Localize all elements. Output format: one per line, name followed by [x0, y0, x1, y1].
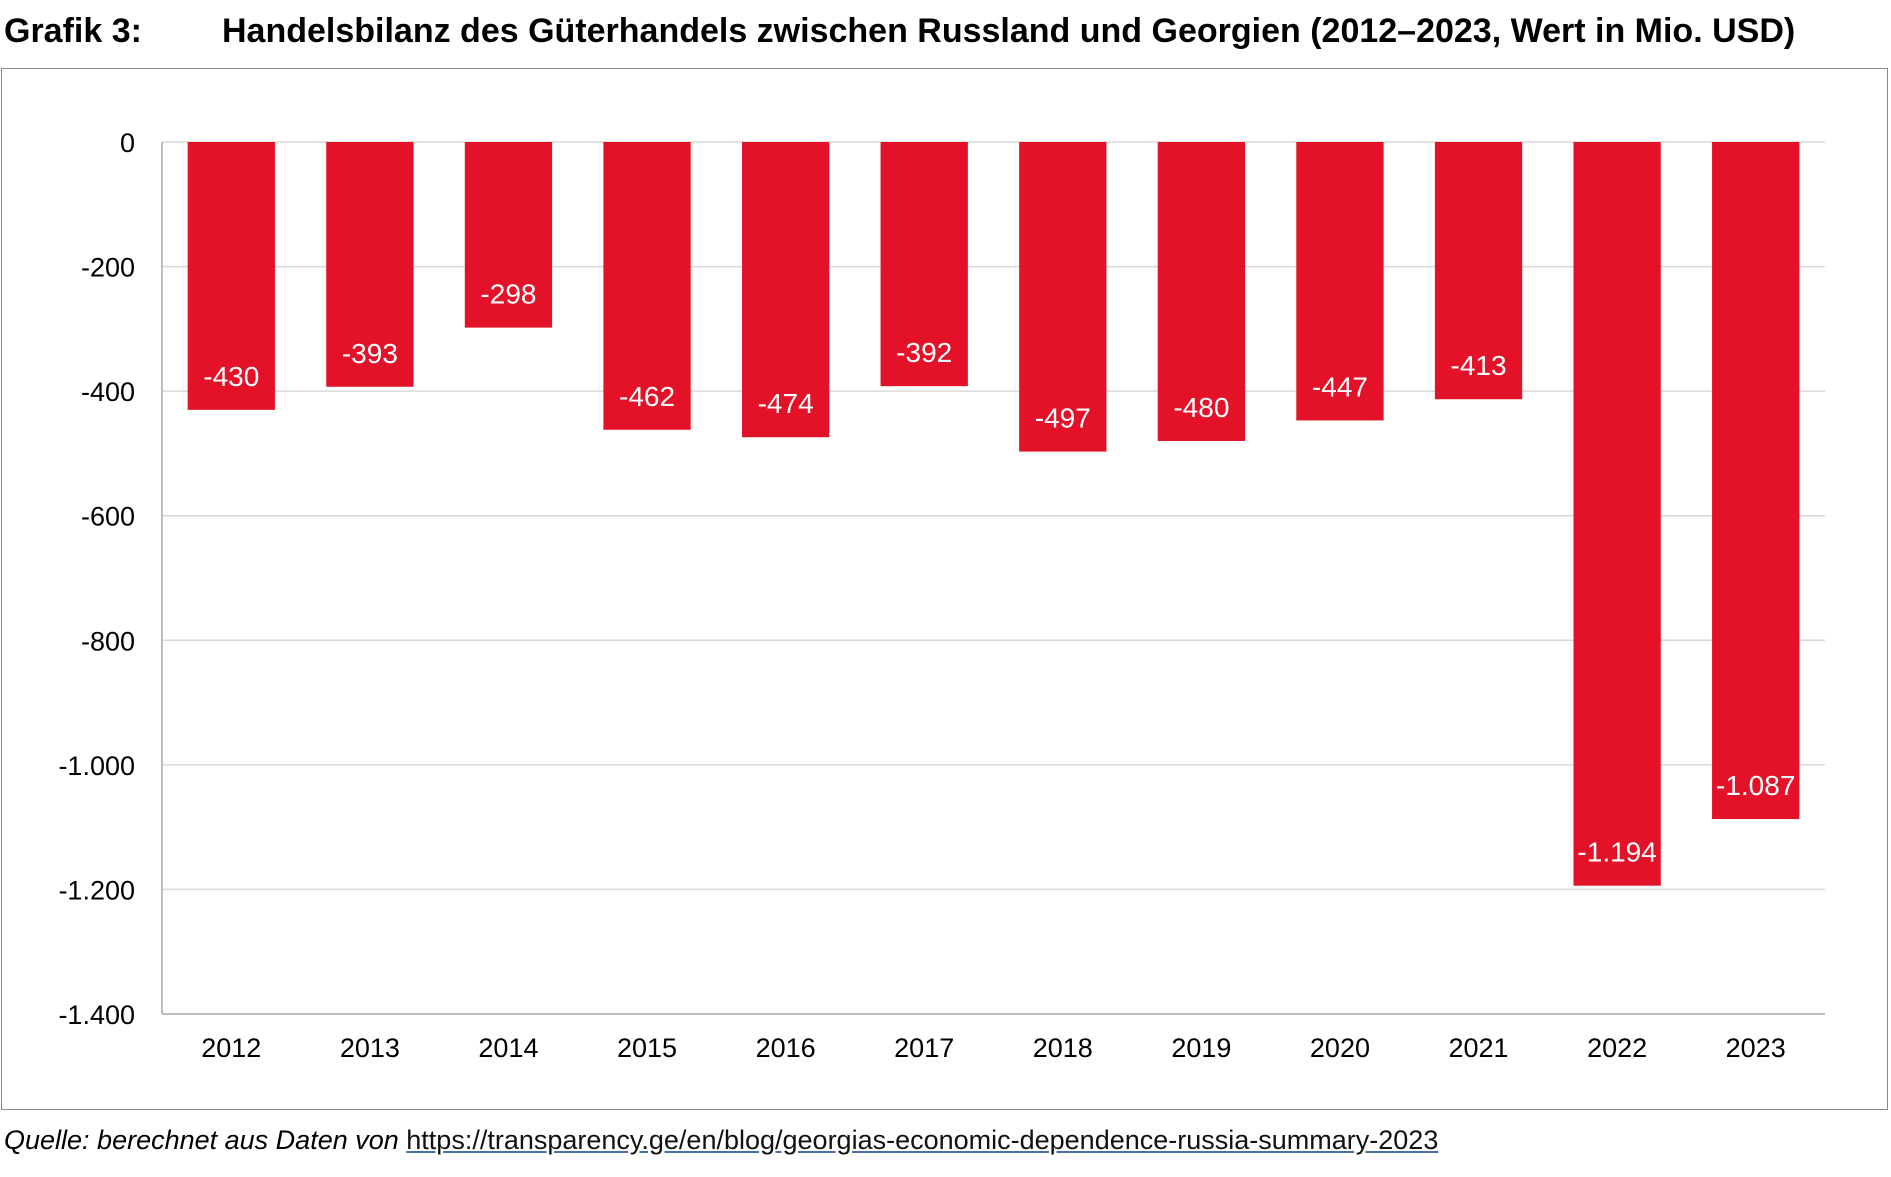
data-label-2017: -392 — [896, 337, 952, 368]
y-tick-label: -1.400 — [58, 1000, 135, 1030]
figure-label: Grafik 3: — [4, 12, 142, 51]
x-tick-label-2022: 2022 — [1587, 1033, 1647, 1063]
y-tick-label: -600 — [81, 502, 135, 532]
data-label-2019: -480 — [1173, 392, 1229, 423]
figure-title: Handelsbilanz des Güterhandels zwischen … — [222, 12, 1795, 51]
source-link[interactable]: https://transparency.ge/en/blog/georgias… — [406, 1125, 1438, 1155]
y-tick-label: 0 — [120, 128, 135, 158]
x-tick-label-2020: 2020 — [1310, 1033, 1370, 1063]
data-label-2013: -393 — [342, 338, 398, 369]
y-tick-label: -400 — [81, 377, 135, 407]
data-label-2022: -1.194 — [1577, 837, 1656, 868]
x-tick-label-2017: 2017 — [894, 1033, 954, 1063]
chart-frame: 0 -200 -400 -600 -800 -1.000 -1.200 -1.400 -430 2… — [1, 68, 1888, 1110]
data-label-2018: -497 — [1035, 403, 1091, 434]
data-label-2016: -474 — [758, 388, 814, 419]
bar-2023 — [1712, 142, 1799, 819]
bar-chart: 0 -200 -400 -600 -800 -1.000 -1.200 -1.400 -430 2… — [2, 69, 1887, 1109]
data-label-2015: -462 — [619, 381, 675, 412]
y-tick-label: -200 — [81, 253, 135, 283]
y-tick-label: -1.200 — [58, 875, 135, 905]
data-label-2014: -298 — [480, 279, 536, 310]
figure-title-row: Grafik 3: Handelsbilanz des Güterhandels… — [0, 6, 1891, 58]
source-note: Quelle: berechnet aus Daten von https://… — [4, 1125, 1438, 1156]
x-tick-label-2013: 2013 — [340, 1033, 400, 1063]
data-label-2012: -430 — [203, 361, 259, 392]
x-tick-label-2019: 2019 — [1171, 1033, 1231, 1063]
data-label-2023: -1.087 — [1716, 770, 1795, 801]
source-prefix: Quelle: berechnet aus Daten von — [4, 1125, 399, 1155]
y-tick-label: -1.000 — [58, 751, 135, 781]
x-tick-label-2016: 2016 — [756, 1033, 816, 1063]
x-tick-label-2012: 2012 — [201, 1033, 261, 1063]
bar-2022 — [1573, 142, 1660, 886]
data-label-2021: -413 — [1451, 350, 1507, 381]
x-tick-label-2021: 2021 — [1449, 1033, 1509, 1063]
x-tick-label-2015: 2015 — [617, 1033, 677, 1063]
x-tick-label-2018: 2018 — [1033, 1033, 1093, 1063]
data-label-2020: -447 — [1312, 371, 1368, 402]
x-tick-label-2014: 2014 — [478, 1033, 538, 1063]
x-tick-label-2023: 2023 — [1726, 1033, 1786, 1063]
y-tick-label: -800 — [81, 626, 135, 656]
